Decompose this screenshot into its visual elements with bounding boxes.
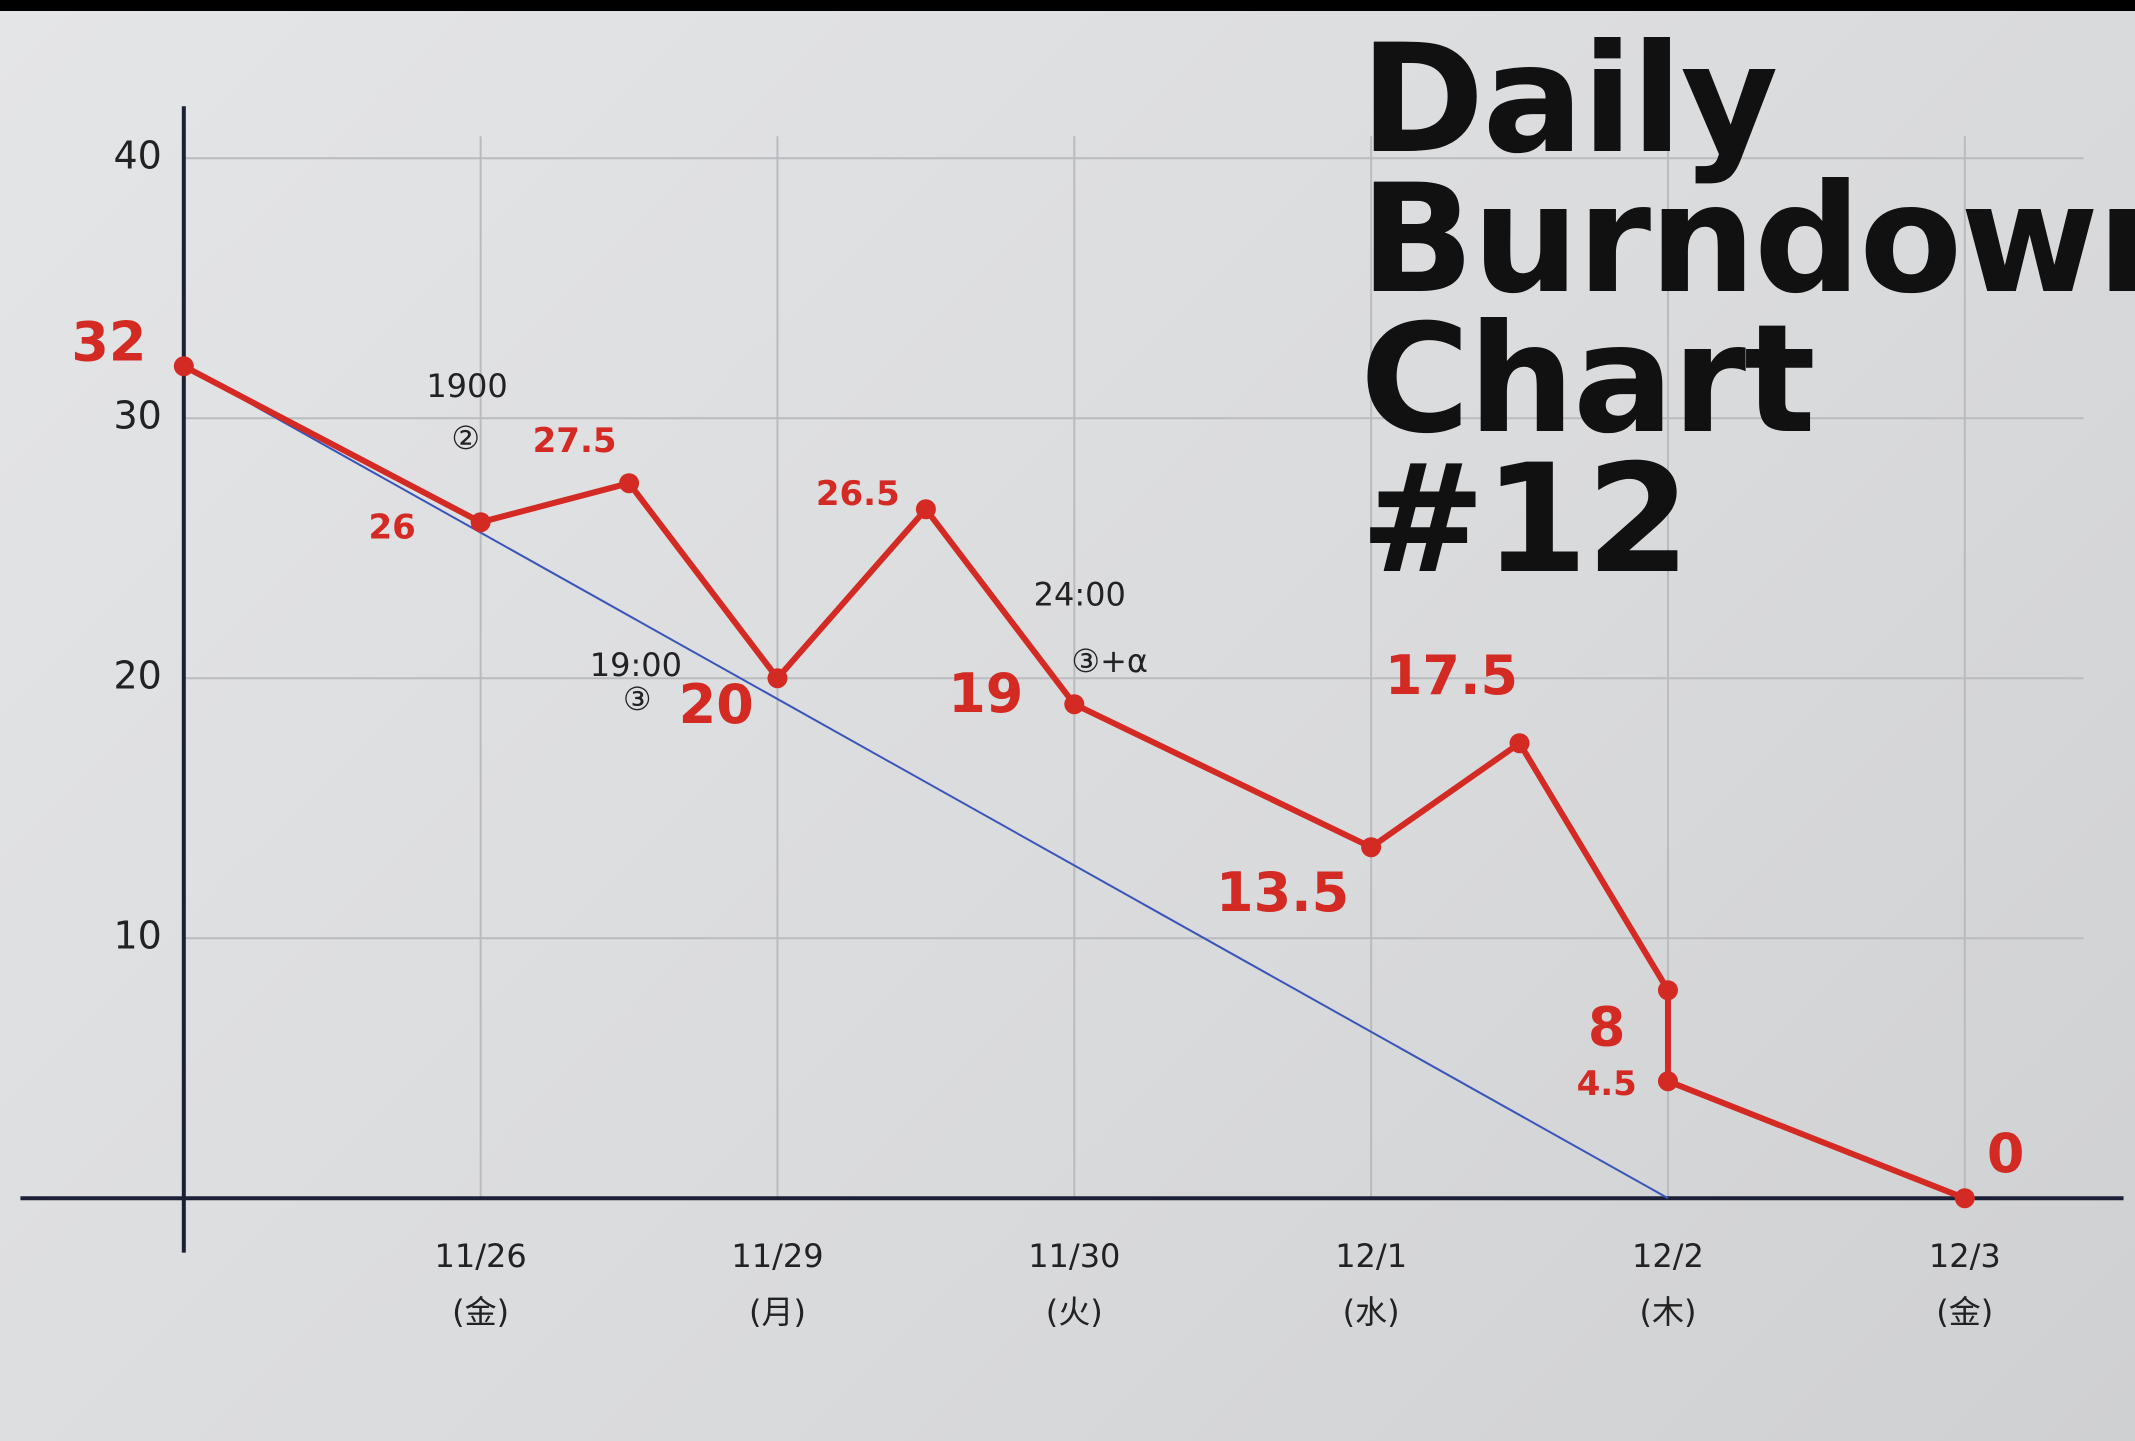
paper [0, 11, 2135, 1441]
data-label: 26.5 [816, 474, 900, 514]
data-label: 26 [368, 508, 415, 548]
annotation: 1900 [426, 367, 507, 405]
annotation: ③+α [1071, 642, 1148, 680]
x-tick-label: 11/29 (月) [731, 1237, 824, 1332]
point [1361, 837, 1382, 858]
data-label: 13.5 [1216, 861, 1349, 924]
y-tick-label: 20 [113, 654, 161, 698]
data-label: 19 [948, 662, 1023, 725]
point [173, 356, 194, 377]
x-tick-label: 11/26 (金) [434, 1237, 527, 1332]
y-tick-label: 30 [113, 394, 161, 438]
annotation: 24:00 [1034, 575, 1126, 613]
point [767, 668, 788, 689]
data-label: 20 [679, 673, 754, 736]
point [1657, 1071, 1678, 1092]
x-tick-label: 11/30 (火) [1028, 1237, 1121, 1332]
x-tick-label: 12/3 (金) [1928, 1237, 2001, 1332]
data-label: 17.5 [1385, 644, 1518, 707]
point [1657, 980, 1678, 1001]
point [1064, 694, 1085, 715]
point [1954, 1188, 1975, 1209]
data-label: 27.5 [533, 421, 617, 461]
data-label: 8 [1588, 996, 1626, 1059]
annotation: 19:00 [590, 646, 682, 684]
point [619, 473, 640, 494]
chart-title: Daily Burndown Chart #12 [1360, 13, 2135, 607]
annotation: ② [451, 419, 480, 457]
x-tick-label: 12/1 (水) [1335, 1237, 1408, 1332]
point [1509, 733, 1530, 754]
ideal-line [183, 365, 1669, 1200]
data-label: 0 [1987, 1122, 2025, 1185]
data-label: 32 [71, 310, 146, 373]
point [470, 512, 491, 533]
y-tick-label: 40 [113, 134, 161, 178]
annotation: ③ [623, 680, 652, 718]
y-tick-label: 10 [113, 914, 161, 958]
data-label: 4.5 [1577, 1064, 1637, 1104]
point [915, 499, 936, 520]
x-tick-label: 12/2 (木) [1632, 1237, 1704, 1332]
